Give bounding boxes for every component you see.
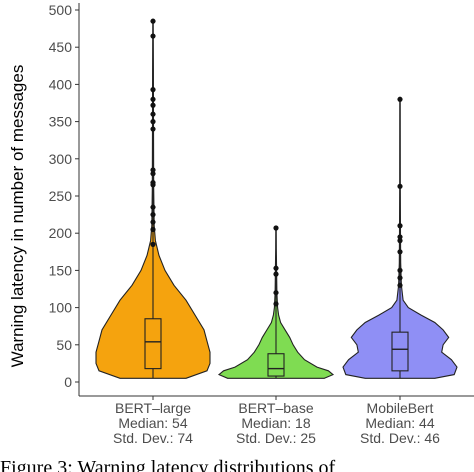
x-tick-label: Median: 18 xyxy=(241,415,310,431)
box xyxy=(267,353,285,377)
box xyxy=(144,318,162,370)
outlier-point xyxy=(273,265,279,271)
outlier-point xyxy=(150,96,156,102)
outlier-point xyxy=(273,225,279,231)
outlier-point xyxy=(273,290,279,296)
outlier-point xyxy=(273,271,279,277)
x-tick-label: Std. Dev.: 74 xyxy=(113,430,193,446)
outlier-point xyxy=(150,126,156,132)
outlier-point xyxy=(150,33,156,39)
outlier-point xyxy=(397,238,403,244)
violin-chart: 0 50 100 150 200 250 300 350 400 450 500 BERT–larg… xyxy=(8,2,474,446)
outlier-point xyxy=(397,282,403,288)
x-tick-label: MobileBert xyxy=(367,400,434,416)
y-tick-label: 450 xyxy=(49,39,73,55)
y-tick-label: 300 xyxy=(49,151,73,167)
outlier-point xyxy=(397,249,403,255)
figure-caption: Figure 3: Warning latency distributions … xyxy=(0,457,336,472)
x-tick-label: BERT–base xyxy=(238,400,313,416)
y-tick-label: 0 xyxy=(64,374,72,390)
violin-plot-area xyxy=(95,18,458,379)
x-tick-label: Std. Dev.: 25 xyxy=(236,430,316,446)
outlier-point xyxy=(150,111,156,117)
box xyxy=(391,331,409,372)
outlier-point xyxy=(397,275,403,281)
x-tick-label: Median: 44 xyxy=(365,415,434,431)
y-tick-label: 400 xyxy=(49,76,73,92)
outlier-point xyxy=(150,167,156,173)
y-tick-label: 150 xyxy=(49,262,73,278)
outlier-point xyxy=(397,223,403,229)
y-tick-label: 200 xyxy=(49,225,73,241)
outlier-point xyxy=(150,204,156,210)
y-axis-title: Warning latency in number of messages xyxy=(8,65,27,368)
y-tick-label: 50 xyxy=(56,337,72,353)
outlier-point xyxy=(273,301,279,307)
outlier-point xyxy=(397,234,403,240)
y-tick-label: 250 xyxy=(49,188,73,204)
outlier-point xyxy=(150,241,156,247)
y-axis: 0 50 100 150 200 250 300 350 400 450 500 xyxy=(49,2,80,396)
y-tick-label: 100 xyxy=(49,300,73,316)
outlier-point xyxy=(150,18,156,24)
y-tick-label: 500 xyxy=(49,2,73,18)
x-tick-label: Median: 54 xyxy=(118,415,187,431)
outlier-point xyxy=(397,96,403,102)
outlier-point xyxy=(150,219,156,225)
outlier-point xyxy=(150,212,156,218)
outlier-point xyxy=(150,171,156,177)
outlier-point xyxy=(150,226,156,233)
outlier-point xyxy=(150,182,156,188)
outlier-point xyxy=(397,183,403,189)
x-tick-label: BERT–large xyxy=(115,400,191,416)
y-tick-label: 350 xyxy=(49,114,73,130)
outlier-point xyxy=(150,87,156,93)
outlier-point xyxy=(150,119,156,125)
x-tick-label: Std. Dev.: 46 xyxy=(360,430,440,446)
outlier-point xyxy=(150,102,156,108)
outlier-point xyxy=(397,267,403,273)
